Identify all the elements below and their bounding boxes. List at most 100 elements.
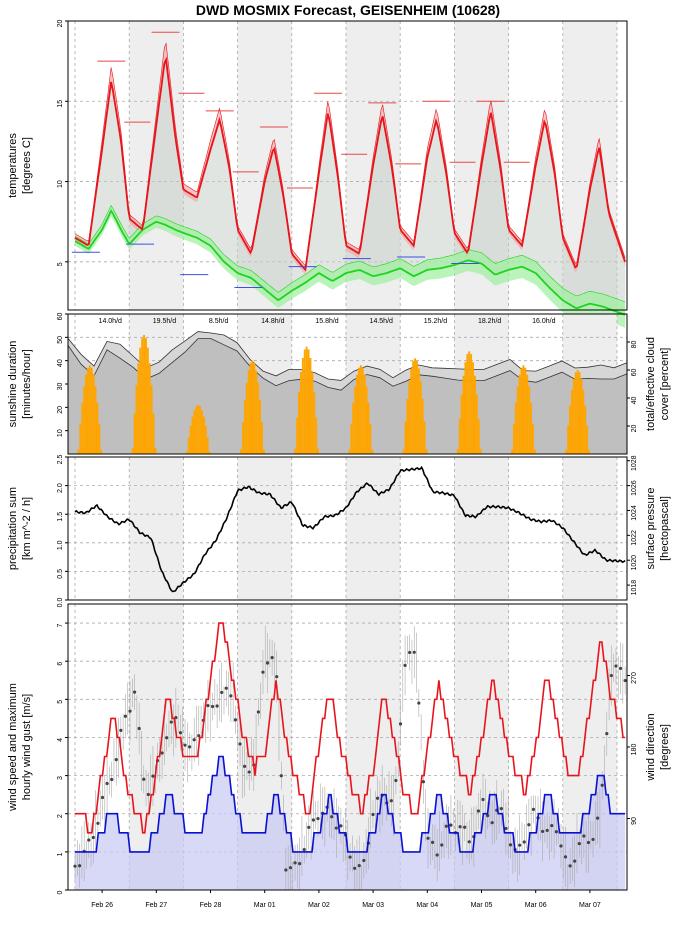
wind-ytick-label: 5 xyxy=(57,700,64,704)
wind-direction-point xyxy=(165,736,169,740)
wind-ytick-label: 3 xyxy=(57,776,64,780)
sunshine-bar xyxy=(470,354,473,454)
sunshine-bar xyxy=(352,402,355,454)
sunshine-bar xyxy=(570,389,573,454)
sunshine-bar xyxy=(421,398,424,454)
sunshine-bar xyxy=(243,400,246,454)
temp-dew-gap-fill xyxy=(75,59,626,315)
sunshine-bar xyxy=(303,349,306,454)
sunshine-bar xyxy=(417,368,420,454)
sunshine-bar xyxy=(185,451,188,454)
sunshine-bar xyxy=(83,386,86,454)
sunshine-bar xyxy=(584,405,587,454)
wind-direction-point xyxy=(261,670,265,674)
precip-ylabel: precipitation sum xyxy=(7,487,19,570)
wind-direction-point xyxy=(449,823,453,827)
dewpoint-band xyxy=(75,205,626,328)
temp-ytick-label: 5 xyxy=(57,262,64,266)
wind-direction-point xyxy=(609,673,613,678)
wind-direction-point xyxy=(151,774,155,778)
sunshine-bar xyxy=(92,374,95,454)
sunshine-bar xyxy=(79,423,82,454)
sunshine-bar xyxy=(414,358,416,454)
sunshine-bar xyxy=(150,385,153,454)
wind-ylabel-unit: hourly wind gust [m/s] xyxy=(21,694,33,800)
wind-direction-point xyxy=(73,864,77,868)
sunshine-bar xyxy=(315,417,318,454)
sunshine-bar xyxy=(199,406,202,454)
sunshine-bar xyxy=(309,357,312,454)
sunshine-bar xyxy=(262,449,265,454)
wind-direction-point xyxy=(284,868,288,872)
x-tick-label: Mar 07 xyxy=(579,902,601,909)
sunshine-bar xyxy=(311,372,314,454)
wind-direction-point xyxy=(307,825,311,829)
daily-sunshine-label: 15.8h/d xyxy=(315,318,338,325)
temp-ylabel: temperatures xyxy=(7,133,19,198)
wind-direction-point xyxy=(554,830,558,834)
sunshine-bar xyxy=(197,405,200,454)
pres-night-band xyxy=(237,457,292,600)
direction-ylabel: wind direction xyxy=(645,713,657,781)
sun-ytick-label: 60 xyxy=(57,313,64,321)
sunshine-bar xyxy=(240,449,242,454)
wind-direction-point xyxy=(417,701,421,705)
wind-direction-point xyxy=(229,694,233,698)
sunshine-bar xyxy=(402,449,405,454)
sunshine-bar xyxy=(464,362,467,454)
wind-direction-point xyxy=(247,770,251,774)
wind-direction-point xyxy=(206,704,210,708)
pressure-ytick-label: 1024 xyxy=(631,505,638,521)
wind-direction-point xyxy=(316,817,320,821)
sun-ylabel: sunshine duration xyxy=(7,341,19,428)
temp-ytick-label: 10 xyxy=(57,180,64,188)
sunshine-bar xyxy=(369,423,372,454)
direction-ylabel-unit: [degrees] xyxy=(659,724,671,770)
daily-sunshine-label: 19.5h/d xyxy=(153,318,176,325)
wind-direction-point xyxy=(302,847,306,852)
sunshine-bar xyxy=(301,357,304,454)
wind-direction-point xyxy=(275,675,279,679)
pressure-ytick-label: 1018 xyxy=(631,580,638,596)
wind-direction-point xyxy=(568,864,572,868)
direction-ytick-label: 180 xyxy=(631,744,638,756)
wind-direction-point xyxy=(623,678,627,683)
sunshine-bar xyxy=(578,372,581,454)
sunshine-bar xyxy=(245,382,248,454)
wind-direction-point xyxy=(348,855,352,859)
sunshine-bar xyxy=(100,449,103,454)
wind-direction-point xyxy=(233,718,238,722)
temp-ylabel-unit: [degrees C] xyxy=(21,137,33,194)
wind-direction-point xyxy=(353,866,357,870)
wind-direction-point xyxy=(142,777,146,781)
wind-direction-point xyxy=(614,664,618,668)
wind-ytick-label: 4 xyxy=(57,738,64,742)
wind-direction-point xyxy=(600,783,604,787)
cloud-ylabel-unit: cover [percent] xyxy=(659,348,671,421)
precip-ytick-label: 1.5 xyxy=(57,512,64,522)
sunshine-bar xyxy=(133,413,136,454)
sunshine-bar xyxy=(477,419,480,454)
wind-direction-point xyxy=(256,710,260,714)
daily-sunshine-label: 8.5h/d xyxy=(209,318,229,325)
sunshine-bar xyxy=(516,386,519,454)
wind-direction-point xyxy=(224,686,228,690)
sunshine-bar xyxy=(144,338,147,454)
sunshine-bar xyxy=(90,367,93,454)
wind-direction-point xyxy=(573,859,577,863)
sunshine-bar xyxy=(354,386,357,454)
sunshine-bar xyxy=(462,375,465,454)
pressure-ytick-label: 1022 xyxy=(631,530,638,546)
sunshine-bar xyxy=(363,374,366,454)
pres-night-band xyxy=(562,457,617,600)
sunshine-bar xyxy=(350,423,353,454)
sunshine-bar xyxy=(139,347,142,454)
wind-ytick-label: 2 xyxy=(57,814,64,818)
dewpoint-line xyxy=(74,209,626,316)
wind-direction-point xyxy=(243,764,247,768)
sunshine-bar xyxy=(187,437,190,454)
wind-direction-point xyxy=(77,864,82,868)
wind-direction-point xyxy=(586,840,591,845)
